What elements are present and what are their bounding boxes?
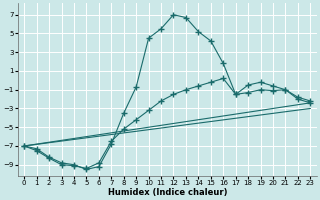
X-axis label: Humidex (Indice chaleur): Humidex (Indice chaleur) [108,188,227,197]
